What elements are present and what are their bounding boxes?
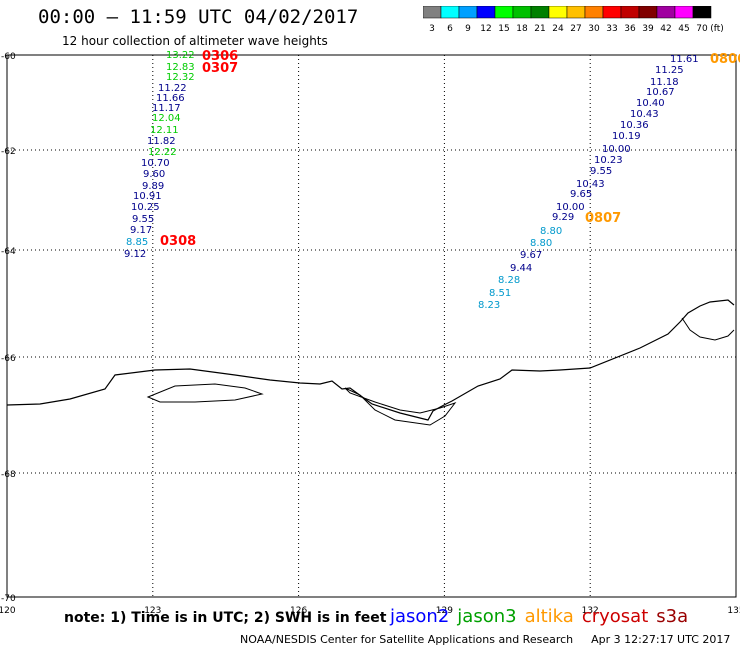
swh-value-label: 8.80 (540, 226, 562, 237)
colorbar-tick-label: 36 (624, 24, 636, 34)
swh-value-label: 9.12 (124, 249, 146, 260)
satellite-name: cryosat (581, 606, 649, 627)
swh-value-label: 9.44 (510, 263, 532, 274)
colorbar-tick-label: 12 (480, 24, 491, 34)
coastline-bay (344, 387, 457, 426)
swh-value-label: 8.80 (530, 238, 552, 249)
pass-time-label: 0307 (202, 61, 238, 76)
swh-value-label: 8.51 (489, 288, 511, 299)
generated-timestamp: Apr 3 12:27:17 UTC 2017 (591, 633, 731, 646)
colorbar-tick-label: 18 (516, 24, 528, 34)
colorbar-swatch (692, 6, 712, 19)
swh-value-label: 9.67 (520, 250, 542, 261)
swh-value-label: 9.17 (130, 225, 152, 236)
swh-value-label: 11.66 (156, 93, 185, 104)
swh-value-label: 11.18 (650, 77, 679, 88)
swh-value-label: 12.83 (166, 62, 195, 73)
colorbar-unit: (ft) (710, 24, 724, 34)
swh-value-label: 9.29 (552, 212, 574, 223)
page-subtitle: 12 hour collection of altimeter wave hei… (62, 34, 328, 48)
colorbar-tick-label: 33 (606, 24, 617, 34)
pass-time-label: 0308 (160, 234, 196, 249)
swh-value-label: 12.11 (150, 125, 179, 136)
swh-value-label: 9.60 (143, 169, 165, 180)
latitude-tick-label: -66 (1, 354, 16, 364)
swh-value-label: 9.55 (132, 214, 154, 225)
swh-value-label: 12.32 (166, 72, 195, 83)
satellite-legend: jason2 jason3 altika cryosat s3a (390, 606, 696, 627)
swh-value-label: 9.55 (590, 166, 612, 177)
swh-value-label: 10.91 (133, 191, 162, 202)
swh-value-label: 10.00 (556, 202, 585, 213)
swh-value-label: 9.89 (142, 181, 164, 192)
swh-value-label: 11.61 (670, 54, 699, 65)
swh-value-label: 11.82 (147, 136, 176, 147)
swh-value-label: 10.23 (594, 155, 623, 166)
swh-value-label: 10.70 (141, 158, 170, 169)
longitude-tick-label: 129 (436, 606, 453, 616)
page-title: 00:00 – 11:59 UTC 04/02/2017 (38, 6, 359, 28)
longitude-tick-label: 123 (144, 606, 161, 616)
swh-value-label: 8.85 (126, 237, 148, 248)
swh-value-label: 10.00 (602, 144, 631, 155)
swh-value-label: 9.65 (570, 189, 592, 200)
latitude-tick-label: -60 (1, 52, 16, 62)
swh-value-label: 10.67 (646, 87, 675, 98)
swh-value-label: 11.25 (655, 65, 684, 76)
coastline-inlet (146, 383, 264, 403)
swh-value-label: 10.43 (576, 179, 605, 190)
colorbar-tick-label: 45 (678, 24, 689, 34)
swh-value-label: 11.22 (158, 83, 187, 94)
latitude-tick-label: -70 (1, 594, 16, 604)
colorbar-tick-label: 70 (696, 24, 708, 34)
swh-value-label: 10.43 (630, 109, 659, 120)
colorbar-tick-label: 39 (642, 24, 654, 34)
swh-value-label: 11.17 (152, 103, 181, 114)
swh-value-label: 10.40 (636, 98, 665, 109)
latitude-tick-label: -62 (1, 147, 16, 157)
swh-value-label: 8.28 (498, 275, 520, 286)
footer-note: note: 1) Time is in UTC; 2) SWH is in fe… (64, 610, 387, 626)
coastline-cape (681, 317, 735, 341)
pass-time-label: 0806 (710, 52, 740, 67)
colorbar-tick-label: 6 (447, 24, 453, 34)
swh-value-label: 10.25 (131, 202, 160, 213)
pass-time-label: 0306 (202, 49, 238, 64)
credit-text: NOAA/NESDIS Center for Satellite Applica… (240, 633, 574, 646)
colorbar-tick-label: 27 (570, 24, 581, 34)
longitude-tick-label: 135 (727, 606, 740, 616)
colorbar-tick-label: 9 (465, 24, 471, 34)
pass-time-label: 0807 (585, 211, 621, 226)
latitude-tick-label: -68 (1, 470, 16, 480)
swh-value-label: 13.22 (166, 50, 195, 61)
swh-value-label: 8.23 (478, 300, 500, 311)
satellite-name: altika (524, 606, 574, 627)
colorbar-tick-label: 24 (552, 24, 564, 34)
satellite-name: jason2 (390, 606, 450, 627)
credit-line: NOAA/NESDIS Center for Satellite Applica… (240, 633, 740, 646)
map-frame (6, 54, 737, 598)
coastline (6, 299, 735, 421)
color-legend: 3 6 9 12 15 18 21 24 27 30 33 36 39 42 45 70 (ft) (423, 6, 724, 34)
longitude-tick-label: 126 (290, 606, 307, 616)
longitude-tick-label: 120 (0, 606, 16, 616)
swh-value-label: 12.04 (152, 113, 181, 124)
satellite-name: s3a (656, 606, 689, 627)
latitude-tick-label: -64 (1, 247, 16, 257)
colorbar-tick-label: 42 (660, 24, 671, 34)
swh-value-label: 10.36 (620, 120, 649, 131)
colorbar-tick-label: 30 (588, 24, 600, 34)
colorbar-tick-label: 3 (429, 24, 435, 34)
swh-value-label: 12.22 (148, 147, 177, 158)
satellite-name: jason3 (457, 606, 517, 627)
colorbar-tick-label: 21 (534, 24, 545, 34)
colorbar-tick-label: 15 (498, 24, 509, 34)
swh-value-label: 10.19 (612, 131, 641, 142)
longitude-tick-label: 132 (582, 606, 599, 616)
